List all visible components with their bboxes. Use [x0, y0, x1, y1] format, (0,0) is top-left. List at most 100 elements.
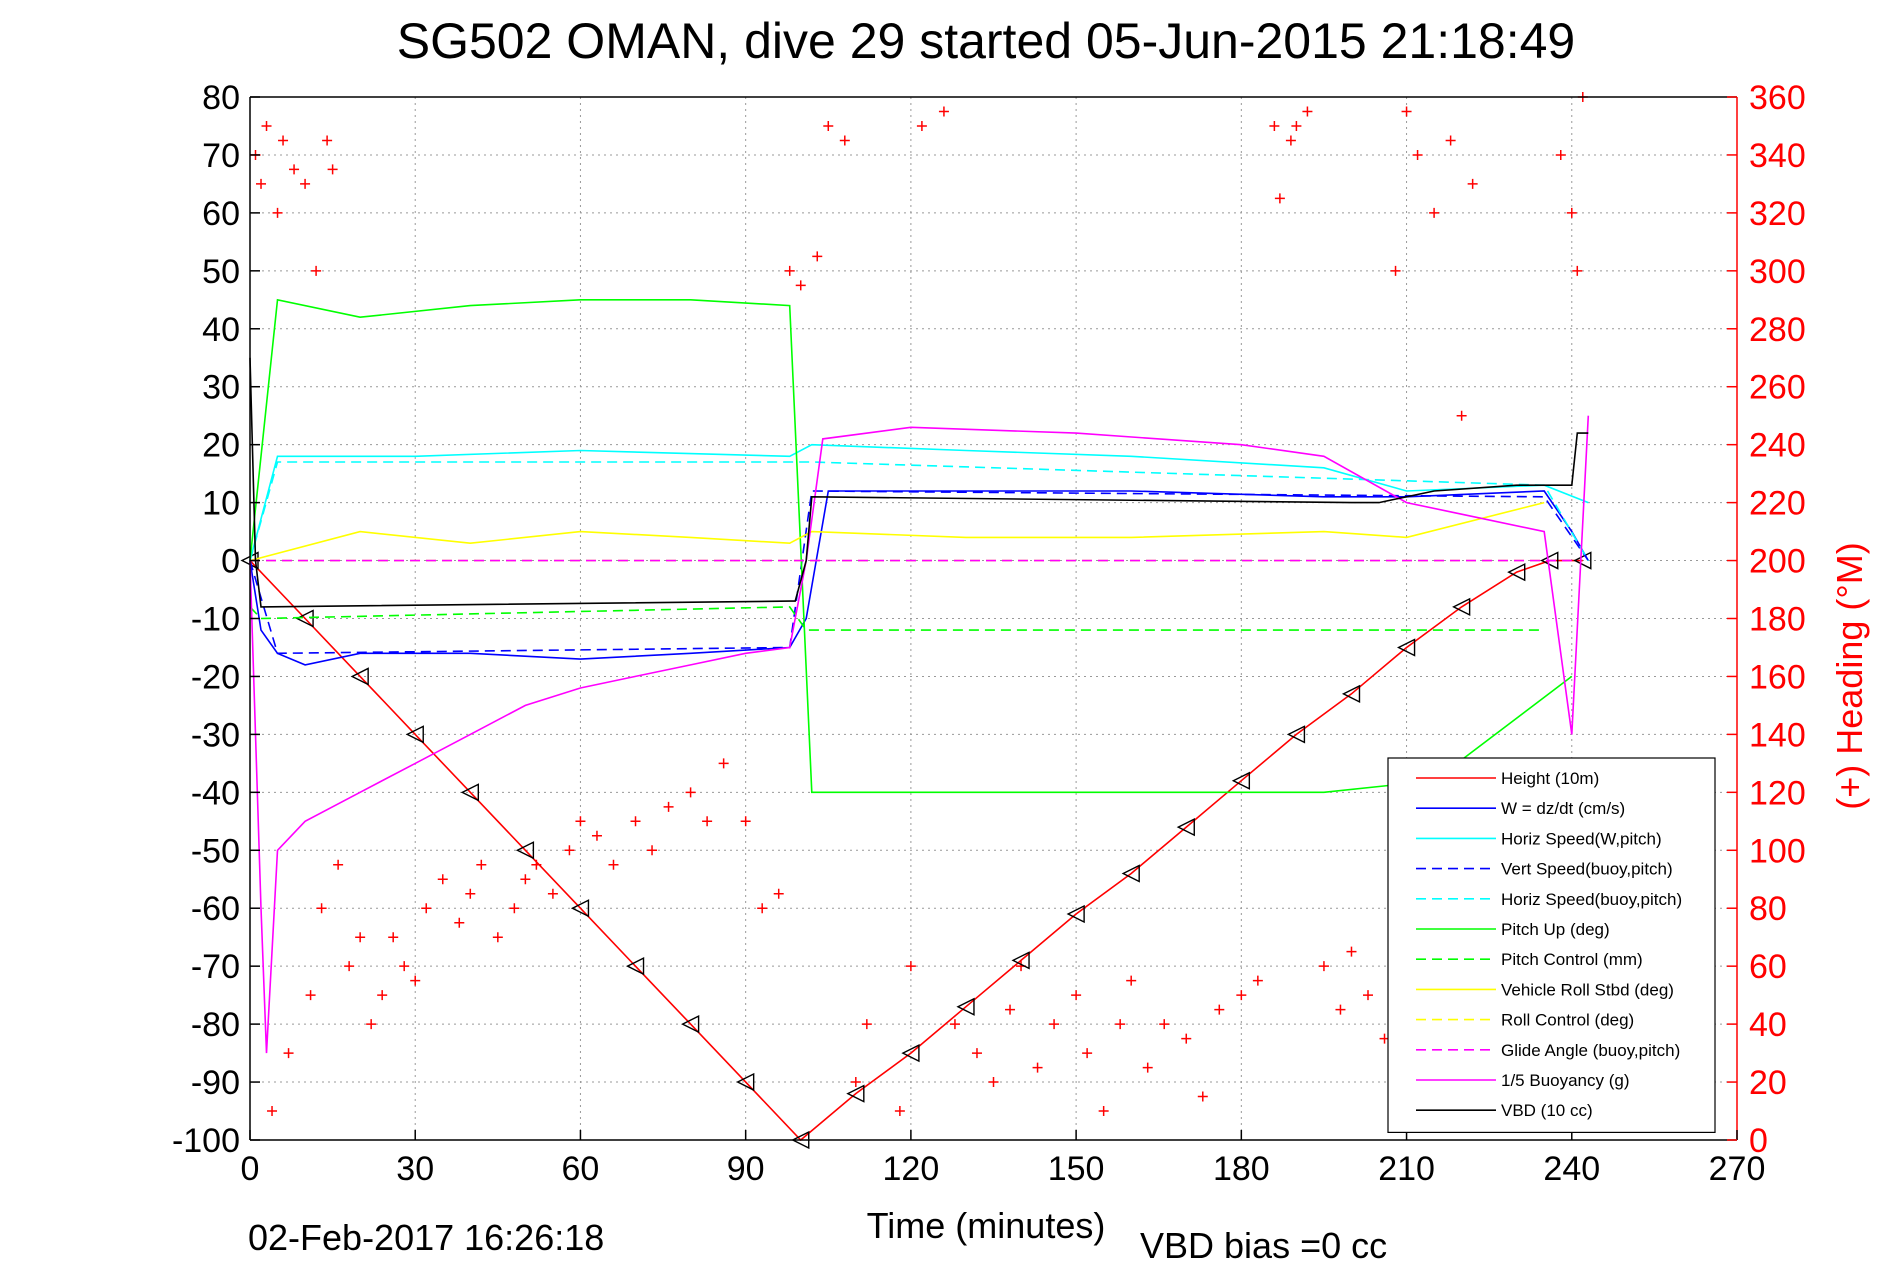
- x-tick-label: 0: [241, 1150, 260, 1188]
- heading-marker: [1252, 975, 1263, 986]
- heading-marker: [1412, 149, 1423, 160]
- height-marker: [295, 609, 314, 628]
- legend-label: 1/5 Buoyancy (g): [1501, 1071, 1630, 1090]
- right-tick-label: 260: [1749, 369, 1806, 407]
- heading-marker: [410, 975, 421, 986]
- heading-marker: [823, 120, 834, 131]
- heading-marker: [1071, 990, 1082, 1001]
- heading-marker: [1429, 207, 1440, 218]
- y-tick-label: 20: [202, 427, 240, 465]
- heading-marker: [509, 903, 520, 914]
- y-tick-label: 50: [202, 253, 240, 291]
- heading-marker: [289, 164, 300, 175]
- height-marker: [515, 841, 535, 860]
- heading-marker: [1274, 193, 1285, 204]
- heading-marker: [305, 990, 316, 1001]
- y-tick-label: -30: [191, 716, 240, 754]
- heading-marker: [1049, 1019, 1060, 1030]
- heading-marker: [1126, 975, 1137, 986]
- right-tick-label: 280: [1749, 311, 1806, 349]
- x-tick-label: 270: [1709, 1150, 1766, 1188]
- heading-marker: [547, 888, 558, 899]
- legend-label: Horiz Speed(buoy,pitch): [1501, 890, 1682, 909]
- legend-label: Pitch Control (mm): [1501, 950, 1643, 969]
- heading-marker: [591, 830, 602, 841]
- legend-label: Glide Angle (buoy,pitch): [1501, 1041, 1680, 1060]
- height-marker: [1011, 951, 1030, 970]
- heading-marker: [1285, 135, 1296, 146]
- heading-marker: [1236, 990, 1247, 1001]
- height-marker: [1066, 904, 1085, 924]
- heading-marker: [311, 265, 322, 276]
- heading-marker: [492, 932, 503, 943]
- legend-label: Vert Speed(buoy,pitch): [1501, 860, 1673, 879]
- right-tick-label: 320: [1749, 195, 1806, 233]
- height-marker: [1507, 563, 1526, 582]
- heading-marker: [366, 1019, 377, 1030]
- y-tick-label: 70: [202, 137, 240, 175]
- heading-marker: [399, 961, 410, 972]
- right-tick-label: 100: [1749, 832, 1806, 870]
- heading-marker: [971, 1048, 982, 1059]
- heading-marker: [630, 816, 641, 827]
- y-tick-label: -70: [191, 948, 240, 986]
- heading-marker: [702, 816, 713, 827]
- chart-title: SG502 OMAN, dive 29 started 05-Jun-2015 …: [397, 13, 1576, 69]
- heading-marker: [795, 280, 806, 291]
- x-tick-label: 120: [883, 1150, 940, 1188]
- heading-marker: [905, 961, 916, 972]
- heading-marker: [1445, 135, 1456, 146]
- height-marker: [405, 725, 424, 744]
- heading-marker: [1335, 1004, 1346, 1015]
- heading-marker: [861, 1019, 872, 1030]
- right-tick-label: 20: [1749, 1064, 1787, 1102]
- heading-marker: [344, 961, 355, 972]
- x-tick-label: 240: [1543, 1150, 1600, 1188]
- heading-marker: [267, 1106, 278, 1117]
- heading-marker: [520, 874, 531, 885]
- legend-label: Height (10m): [1501, 769, 1599, 788]
- heading-marker: [333, 859, 344, 870]
- y-tick-label: 0: [221, 543, 240, 581]
- heading-marker: [388, 932, 399, 943]
- heading-marker: [465, 888, 476, 899]
- right-tick-label: 120: [1749, 774, 1806, 812]
- plot-area: 0 30 60 90 120 150 180 210 240 270 80 70 60 50 40 30 20 1…: [172, 79, 1806, 1188]
- y-tick-label: 60: [202, 195, 240, 233]
- x-tick-label: 180: [1213, 1150, 1270, 1188]
- heading-marker: [894, 1106, 905, 1117]
- right-tick-label: 240: [1749, 427, 1806, 465]
- legend-label: Roll Control (deg): [1501, 1011, 1634, 1030]
- height-marker: [681, 1014, 700, 1034]
- y-tick-label: -90: [191, 1064, 240, 1102]
- height-marker: [736, 1072, 755, 1092]
- heading-marker: [476, 859, 487, 870]
- heading-marker: [685, 787, 696, 798]
- series-line-vert-speed-buoy-pitch: [249, 490, 1589, 655]
- heading-marker: [1005, 1004, 1016, 1015]
- heading-marker: [1159, 1019, 1170, 1030]
- heading-marker: [1302, 106, 1313, 117]
- height-marker: [1540, 551, 1559, 570]
- heading-marker: [1363, 990, 1373, 1001]
- right-tick-label: 300: [1749, 253, 1806, 291]
- heading-marker: [916, 120, 927, 131]
- right-axis-label: (+) Heading (°M): [1829, 542, 1870, 809]
- x-tick-label: 150: [1048, 1150, 1105, 1188]
- right-tick-label: 340: [1749, 137, 1806, 175]
- heading-marker: [283, 1048, 294, 1059]
- heading-marker: [1555, 149, 1566, 160]
- series-line-pitch-up-deg: [249, 298, 1573, 794]
- x-tick-label: 30: [396, 1150, 434, 1188]
- y-tick-label: 10: [202, 485, 240, 523]
- y-tick-label: -10: [191, 601, 240, 639]
- heading-marker: [608, 859, 619, 870]
- right-tick-label: 200: [1749, 543, 1806, 581]
- heading-marker: [355, 932, 366, 943]
- y-tick-label: -50: [191, 832, 240, 870]
- height-marker: [901, 1043, 920, 1063]
- heading-marker: [575, 816, 586, 827]
- x-tick-label: 210: [1378, 1150, 1435, 1188]
- heading-marker: [1214, 1004, 1225, 1015]
